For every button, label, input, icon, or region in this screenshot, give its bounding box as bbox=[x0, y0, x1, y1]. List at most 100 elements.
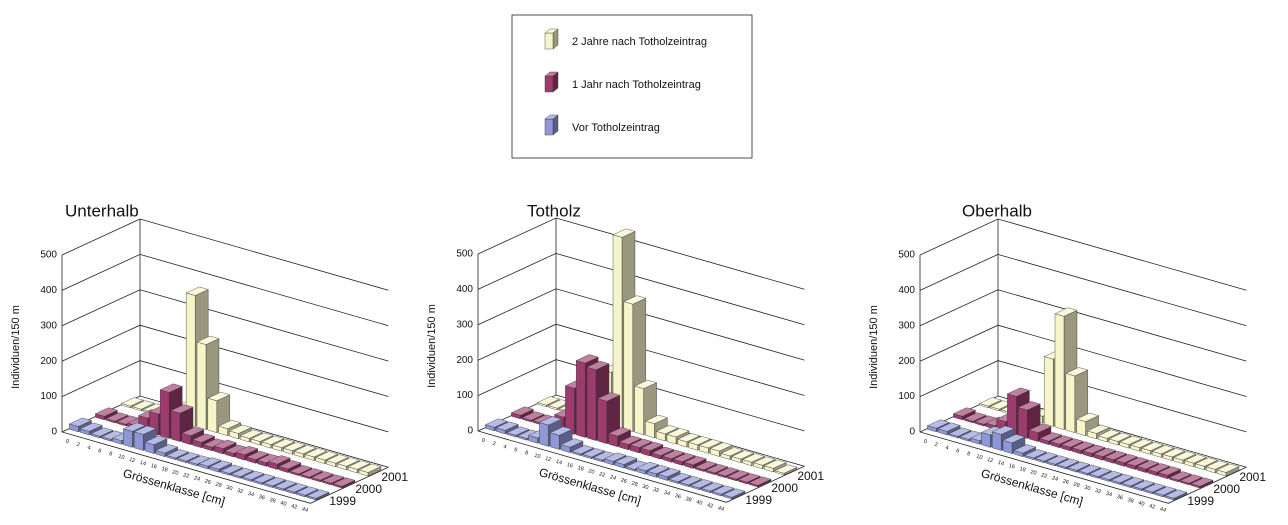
bar bbox=[722, 488, 746, 500]
bar-top bbox=[992, 425, 1015, 435]
bar-top bbox=[722, 488, 746, 498]
bar-front bbox=[1065, 373, 1076, 433]
y-tick-label: 0 bbox=[51, 427, 57, 438]
bar-top bbox=[1061, 438, 1084, 448]
grid-line bbox=[919, 218, 1247, 291]
bar-top bbox=[694, 461, 718, 470]
bar-front bbox=[123, 428, 133, 448]
bar-top bbox=[69, 417, 92, 427]
bar-top bbox=[1110, 474, 1134, 483]
bar-top bbox=[123, 422, 146, 432]
bar-top bbox=[1108, 432, 1132, 442]
bar-top bbox=[612, 228, 636, 238]
bar-top bbox=[712, 485, 735, 495]
bar-top bbox=[220, 464, 243, 474]
bar-front bbox=[159, 389, 170, 439]
bar-top bbox=[666, 428, 690, 438]
chart-title: Oberhalb bbox=[962, 201, 1032, 220]
bar-top bbox=[586, 360, 610, 370]
bar-top bbox=[677, 433, 700, 442]
bar-top bbox=[1039, 432, 1063, 442]
bar-top bbox=[326, 454, 349, 464]
legend-icon bbox=[544, 71, 559, 93]
bar-top bbox=[506, 426, 530, 436]
bar-top bbox=[511, 406, 534, 416]
x-tick-label: 30 bbox=[1084, 485, 1092, 492]
bar-top bbox=[1130, 438, 1153, 448]
bar-top bbox=[544, 71, 559, 77]
bar bbox=[701, 482, 724, 494]
bar bbox=[79, 422, 103, 436]
bar-front bbox=[992, 431, 1002, 451]
bar-top bbox=[1056, 458, 1080, 468]
grid-line bbox=[61, 218, 389, 291]
bar-top bbox=[207, 392, 231, 401]
bar-top bbox=[144, 435, 168, 445]
x-tick-label: 26 bbox=[620, 478, 628, 485]
bar-top bbox=[1076, 412, 1099, 422]
bar-top bbox=[690, 479, 713, 489]
bar-top bbox=[1179, 474, 1203, 484]
bar-top bbox=[673, 453, 696, 462]
bar bbox=[953, 407, 976, 421]
legend-icon bbox=[544, 114, 559, 136]
grid-line bbox=[919, 289, 1247, 362]
bar-top bbox=[181, 427, 205, 436]
bar-front bbox=[586, 366, 597, 441]
bar-top bbox=[294, 445, 317, 455]
bar-top bbox=[1035, 452, 1058, 462]
bar-top bbox=[1067, 461, 1091, 471]
legend-label: Vor Totholzeintrag bbox=[572, 122, 660, 134]
x-tick-label: 32 bbox=[236, 488, 244, 495]
bar-top bbox=[170, 404, 194, 414]
bar-front bbox=[544, 75, 554, 93]
bar-top bbox=[1136, 460, 1160, 470]
x-tick-label: 34 bbox=[1105, 491, 1113, 498]
bar bbox=[332, 477, 356, 489]
x-tick-label: 26 bbox=[204, 479, 212, 486]
axis-line bbox=[919, 255, 1247, 504]
x-tick-label: 18 bbox=[1019, 466, 1027, 473]
bar bbox=[1190, 477, 1214, 489]
x-tick-label: 16 bbox=[566, 462, 574, 469]
bar-top bbox=[1013, 444, 1037, 454]
bar-top bbox=[300, 468, 323, 478]
y-tick-label: 100 bbox=[40, 391, 57, 402]
bar-top bbox=[306, 489, 330, 499]
bar-top bbox=[684, 456, 707, 466]
bar-top bbox=[716, 467, 739, 477]
axis-line bbox=[61, 255, 389, 504]
bar-top bbox=[571, 445, 594, 455]
bar-top bbox=[121, 397, 144, 407]
bar-top bbox=[645, 414, 668, 424]
bar-top bbox=[166, 449, 189, 459]
bar-top bbox=[229, 424, 252, 434]
bar-top bbox=[1195, 457, 1218, 467]
bar-top bbox=[1087, 424, 1110, 434]
bar-top bbox=[246, 450, 269, 460]
bar-top bbox=[1099, 470, 1123, 480]
x-tick-label: 10 bbox=[534, 453, 542, 460]
y-tick-label: 500 bbox=[40, 250, 57, 261]
x-tick-label: 16 bbox=[1008, 463, 1016, 470]
bar-top bbox=[582, 448, 605, 458]
legend-label: 1 Jahr nach Totholzeintrag bbox=[572, 79, 701, 91]
bar-top bbox=[1158, 466, 1181, 476]
x-tick-label: 20 bbox=[1030, 469, 1038, 476]
bar-front bbox=[133, 431, 144, 451]
series-label: 2001 bbox=[1239, 470, 1266, 484]
bar-top bbox=[1151, 445, 1175, 455]
bar bbox=[560, 438, 584, 453]
bar-top bbox=[656, 425, 679, 435]
bar-top bbox=[731, 450, 754, 460]
x-tick-label: 24 bbox=[193, 475, 201, 482]
bar-top bbox=[1028, 423, 1052, 433]
chart-title: Unterhalb bbox=[65, 201, 139, 220]
bar-top bbox=[658, 468, 681, 478]
legend-label: 2 Jahre nach Totholzeintrag bbox=[572, 36, 707, 48]
x-tick-label: 24 bbox=[1051, 475, 1059, 482]
x-tick-label: 10 bbox=[976, 454, 984, 461]
bar-top bbox=[252, 474, 276, 483]
x-tick-label: 36 bbox=[674, 493, 682, 500]
bar-top bbox=[263, 477, 286, 487]
